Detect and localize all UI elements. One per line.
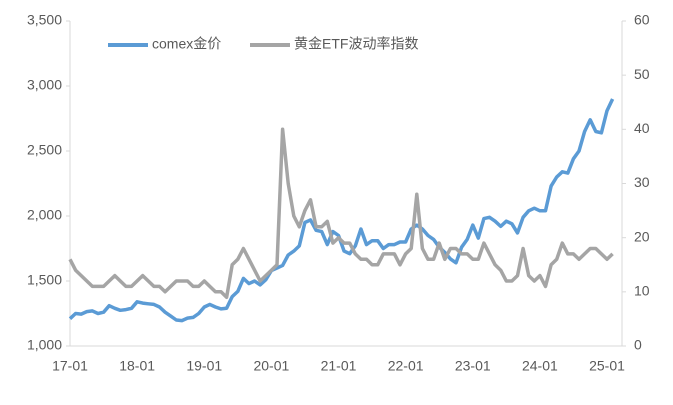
x-tick-label: 22-01 [388,358,424,374]
x-tick-label: 20-01 [253,358,289,374]
y2-tick-label: 20 [634,228,650,244]
y2-tick-label: 50 [634,66,650,82]
x-tick-label: 21-01 [321,358,357,374]
x-tick-label: 19-01 [186,358,222,374]
x-tick-label: 23-01 [455,358,491,374]
y-tick-label: 1,000 [27,337,62,353]
series-line [68,98,615,323]
x-tick-label: 18-01 [119,358,155,374]
y2-tick-label: 10 [634,283,650,299]
legend-label: 黄金ETF波动率指数 [294,36,418,52]
y-tick-label: 3,000 [27,77,62,93]
y2-tick-label: 0 [634,337,642,353]
y2-tick-label: 60 [634,12,650,28]
x-tick-label: 24-01 [522,358,558,374]
y-tick-label: 1,500 [27,272,62,288]
legend-label: comex金价 [152,36,221,52]
y-tick-label: 2,000 [27,207,62,223]
y2-tick-label: 30 [634,174,650,190]
y2-tick-label: 40 [634,120,650,136]
y-tick-label: 2,500 [27,142,62,158]
series-line [68,127,614,300]
x-tick-label: 25-01 [589,358,625,374]
y-tick-label: 3,500 [27,12,62,28]
x-tick-label: 17-01 [52,358,88,374]
